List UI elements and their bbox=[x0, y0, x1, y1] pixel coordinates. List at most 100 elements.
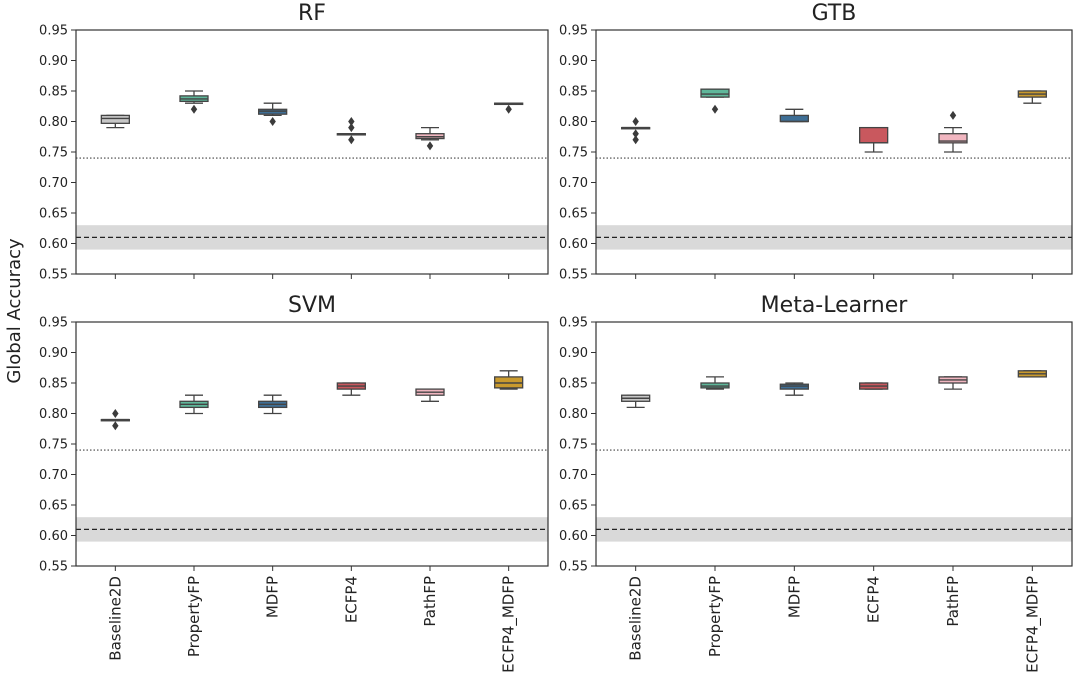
outlier-point bbox=[269, 117, 276, 126]
box-mdfp bbox=[779, 108, 809, 123]
outlier-point bbox=[112, 421, 119, 431]
y-tick-label: 0.75 bbox=[559, 146, 588, 161]
y-tick-label: 0.75 bbox=[39, 438, 68, 453]
box-ecfp4-mdfp bbox=[494, 370, 524, 390]
y-tick-label: 0.60 bbox=[559, 237, 588, 252]
y-tick-label: 0.55 bbox=[559, 268, 588, 283]
y-tick-label: 0.95 bbox=[559, 24, 588, 39]
y-tick-label: 0.90 bbox=[39, 54, 68, 69]
outlier-point bbox=[632, 117, 639, 126]
x-tick-label-ecfp4-mdfp: ECFP4_MDFP bbox=[500, 576, 519, 673]
panels-container: 0.55 0.60 0.65 0.70 0.75 0.80 0.85 0.90 0.95 RF 0.… bbox=[39, 1, 1073, 673]
y-tick-label: 0.80 bbox=[39, 115, 68, 130]
outlier-point bbox=[348, 123, 355, 133]
box-iqr bbox=[938, 133, 968, 144]
x-tick-label-propertyfp: PropertyFP bbox=[706, 576, 724, 657]
box-ecfp4-mdfp bbox=[1017, 90, 1047, 104]
x-tick-label-baseline2d: Baseline2D bbox=[627, 576, 645, 661]
y-tick-label: 0.75 bbox=[559, 438, 588, 453]
box-pathfp bbox=[938, 376, 968, 390]
y-tick-label: 0.60 bbox=[559, 529, 588, 544]
x-tick-label-propertyfp: PropertyFP bbox=[185, 576, 203, 657]
panel-plot-area bbox=[596, 88, 1072, 250]
y-tick-label: 0.70 bbox=[39, 468, 68, 483]
y-tick-label: 0.95 bbox=[559, 316, 588, 331]
outlier-point bbox=[112, 409, 119, 418]
y-tick-label: 0.85 bbox=[39, 377, 68, 392]
box-propertyfp bbox=[179, 90, 209, 114]
y-tick-label: 0.55 bbox=[39, 268, 68, 283]
x-tick-label-pathfp: PathFP bbox=[944, 576, 962, 627]
x-tick-label-ecfp4: ECFP4 bbox=[342, 576, 360, 623]
x-tick-label-mdfp: MDFP bbox=[264, 576, 282, 618]
y-tick-label: 0.70 bbox=[559, 176, 588, 191]
panel-gtb: 0.55 0.60 0.65 0.70 0.75 0.80 0.85 0.90 0.95 GTB bbox=[559, 1, 1073, 283]
box-iqr bbox=[100, 114, 130, 124]
y-tick-label: 0.60 bbox=[39, 237, 68, 252]
y-axis-label: Global Accuracy bbox=[4, 238, 25, 384]
panel-title: GTB bbox=[812, 1, 857, 26]
y-tick-label: 0.75 bbox=[39, 146, 68, 161]
outlier-point bbox=[711, 104, 719, 114]
box-baseline2d bbox=[100, 114, 130, 129]
y-tick-label: 0.55 bbox=[559, 560, 588, 575]
y-tick-label: 0.85 bbox=[39, 85, 68, 100]
box-mdfp bbox=[258, 394, 288, 415]
outlier-point bbox=[348, 117, 355, 126]
box-baseline2d bbox=[100, 409, 130, 431]
y-tick-label: 0.80 bbox=[559, 115, 588, 130]
box-propertyfp bbox=[700, 88, 730, 114]
outlier-point bbox=[632, 129, 639, 139]
box-propertyfp bbox=[700, 376, 730, 390]
y-tick-label: 0.60 bbox=[39, 529, 68, 544]
x-tick-label-baseline2d: Baseline2D bbox=[106, 576, 124, 661]
y-tick-label: 0.55 bbox=[39, 560, 68, 575]
box-pathfp bbox=[415, 388, 445, 402]
y-tick-label: 0.90 bbox=[559, 346, 588, 361]
x-tick-label-mdfp: MDFP bbox=[785, 576, 803, 618]
box-baseline2d bbox=[621, 394, 651, 409]
panel-plot-area bbox=[76, 370, 548, 542]
box-mdfp bbox=[779, 382, 809, 396]
y-tick-label: 0.80 bbox=[39, 407, 68, 422]
box-iqr bbox=[700, 88, 730, 98]
y-tick-label: 0.95 bbox=[39, 24, 68, 39]
box-ecfp4-mdfp bbox=[1017, 370, 1047, 378]
y-tick-label: 0.65 bbox=[39, 499, 68, 514]
outlier-point bbox=[426, 141, 434, 151]
panel-title: RF bbox=[298, 1, 326, 26]
panel-plot-area bbox=[596, 370, 1072, 542]
y-tick-label: 0.90 bbox=[559, 54, 588, 69]
box-propertyfp bbox=[179, 394, 209, 415]
y-tick-label: 0.90 bbox=[39, 346, 68, 361]
panel-meta-learner: 0.55 0.60 0.65 0.70 0.75 0.80 0.85 0.90 0.95 Base… bbox=[559, 293, 1073, 673]
y-tick-label: 0.65 bbox=[559, 207, 588, 222]
box-ecfp4 bbox=[336, 117, 366, 145]
y-tick-label: 0.65 bbox=[39, 207, 68, 222]
panel-title: Meta-Learner bbox=[761, 293, 909, 318]
box-ecfp4 bbox=[336, 382, 366, 396]
panel-plot-area bbox=[76, 90, 548, 250]
y-tick-label: 0.70 bbox=[39, 176, 68, 191]
y-tick-label: 0.85 bbox=[559, 85, 588, 100]
outlier-point bbox=[949, 110, 957, 120]
box-pathfp bbox=[415, 126, 445, 151]
panel-title: SVM bbox=[288, 293, 336, 318]
y-tick-label: 0.65 bbox=[559, 499, 588, 514]
x-tick-label-ecfp4: ECFP4 bbox=[865, 576, 883, 623]
box-iqr bbox=[859, 126, 889, 144]
outlier-point bbox=[190, 104, 198, 114]
y-tick-label: 0.70 bbox=[559, 468, 588, 483]
box-ecfp4-mdfp bbox=[494, 102, 524, 114]
panel-svm: 0.55 0.60 0.65 0.70 0.75 0.80 0.85 0.90 0.95 Base… bbox=[39, 293, 549, 673]
box-baseline2d bbox=[621, 117, 651, 145]
box-mdfp bbox=[258, 102, 288, 126]
y-tick-label: 0.95 bbox=[39, 316, 68, 331]
outlier-point bbox=[505, 104, 512, 114]
x-tick-label-pathfp: PathFP bbox=[421, 576, 439, 627]
box-ecfp4 bbox=[859, 126, 889, 153]
x-tick-label-ecfp4-mdfp: ECFP4_MDFP bbox=[1023, 576, 1042, 673]
outlier-point bbox=[348, 135, 355, 145]
box-ecfp4 bbox=[859, 382, 889, 390]
